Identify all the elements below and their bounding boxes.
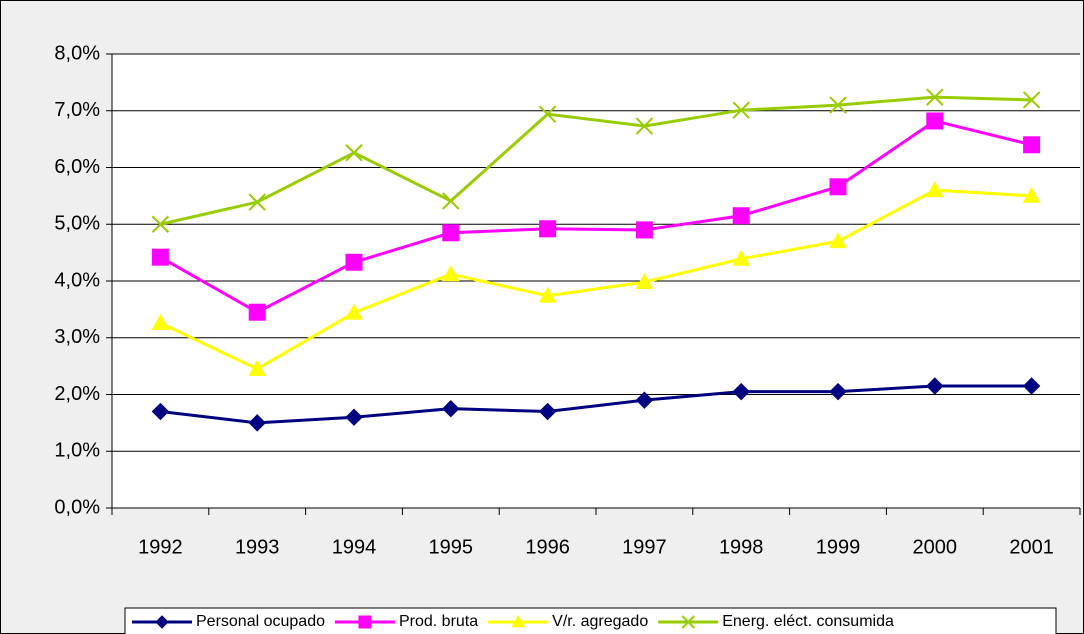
- y-tick-label: 8,0%: [54, 42, 100, 64]
- marker: [829, 232, 847, 249]
- marker: [345, 253, 363, 271]
- y-tick-label: 6,0%: [54, 156, 100, 178]
- marker: [345, 408, 363, 426]
- y-tick-label: 4,0%: [54, 269, 100, 291]
- y-tick-label: 7,0%: [54, 99, 100, 121]
- marker: [1022, 377, 1041, 395]
- marker: [1022, 186, 1041, 203]
- marker: [248, 303, 266, 321]
- y-tick-label: 2,0%: [54, 383, 100, 405]
- marker: [925, 181, 944, 198]
- legend-label: Prod. bruta: [399, 613, 478, 630]
- x-tick-label: 1996: [525, 536, 570, 558]
- marker: [442, 399, 460, 418]
- legend-label: V/r. agregado: [552, 613, 648, 630]
- marker: [151, 402, 170, 421]
- marker: [441, 265, 460, 282]
- marker: [345, 144, 363, 162]
- marker: [926, 112, 944, 130]
- marker: [829, 178, 847, 196]
- series-line: [160, 95, 1032, 226]
- series-line: [159, 119, 1032, 314]
- marker: [151, 248, 169, 266]
- marker: [538, 105, 557, 123]
- legend-label: Energ. eléct. consumida: [722, 613, 894, 630]
- marker: [829, 382, 847, 401]
- legend: Personal ocupado Prod. bruta V/r. agregado…: [124, 607, 1057, 634]
- x-tick-label: 1995: [429, 536, 474, 558]
- marker: [248, 193, 266, 211]
- marker: [926, 377, 944, 395]
- marker: [155, 615, 169, 629]
- x-tick-label: 1994: [332, 536, 377, 558]
- x-tick-label: 1998: [719, 536, 764, 558]
- marker: [539, 220, 557, 238]
- marker: [635, 273, 654, 290]
- legend-label: Personal ocupado: [196, 613, 325, 630]
- legend-box: [124, 607, 1057, 634]
- series-line: [159, 188, 1032, 371]
- series-line: [160, 384, 1032, 425]
- marker: [635, 117, 654, 135]
- x-tick-label: 1992: [138, 536, 183, 558]
- marker: [1023, 136, 1041, 154]
- marker: [248, 414, 266, 432]
- marker: [442, 224, 460, 242]
- marker: [442, 192, 460, 210]
- marker: [732, 101, 750, 119]
- x-tick-label: 1999: [816, 536, 861, 558]
- y-tick-label: 5,0%: [54, 213, 100, 235]
- x-tick-label: 1993: [235, 536, 280, 558]
- x-tick-label: 2000: [913, 536, 958, 558]
- marker: [732, 249, 751, 266]
- marker: [511, 614, 525, 628]
- marker: [151, 313, 170, 330]
- marker: [732, 207, 750, 225]
- marker: [829, 96, 847, 114]
- y-tick-label: 3,0%: [54, 326, 100, 348]
- x-tick-label: 2001: [1009, 536, 1054, 558]
- marker: [538, 402, 557, 421]
- marker: [732, 382, 750, 401]
- marker: [681, 615, 695, 629]
- marker: [151, 215, 170, 233]
- y-tick-label: 0,0%: [54, 496, 100, 518]
- marker: [926, 88, 944, 106]
- x-tick-label: 1997: [622, 536, 667, 558]
- y-tick-label: 1,0%: [54, 440, 100, 462]
- marker: [248, 359, 267, 376]
- marker: [635, 221, 653, 239]
- marker: [1022, 91, 1041, 109]
- marker: [358, 615, 372, 629]
- marker: [345, 303, 363, 320]
- marker: [538, 286, 557, 303]
- marker: [635, 391, 654, 409]
